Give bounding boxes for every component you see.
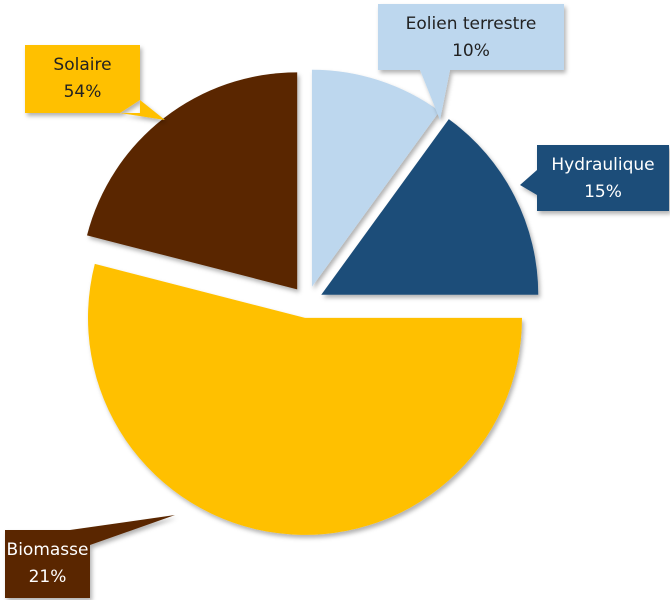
category-label: Hydraulique xyxy=(551,155,654,175)
label-callout xyxy=(520,145,669,211)
label-callout xyxy=(5,515,175,598)
category-label: Eolien terrestre xyxy=(406,14,537,34)
value-label: 15% xyxy=(584,182,622,202)
label-callout xyxy=(378,4,564,120)
label-callout xyxy=(25,45,165,120)
category-label: Solaire xyxy=(53,55,111,75)
pie-slice xyxy=(87,72,298,290)
value-label: 21% xyxy=(29,567,67,587)
pie xyxy=(87,69,539,535)
pie-slice xyxy=(311,69,440,287)
pie-slice xyxy=(87,263,522,535)
labels: Eolien terrestre 10% Hydraulique 15% Solaire… xyxy=(5,4,669,598)
category-label: Biomasse xyxy=(7,540,89,560)
value-label: 10% xyxy=(452,41,490,61)
value-label: 54% xyxy=(64,82,102,102)
pie-slice xyxy=(321,119,539,295)
